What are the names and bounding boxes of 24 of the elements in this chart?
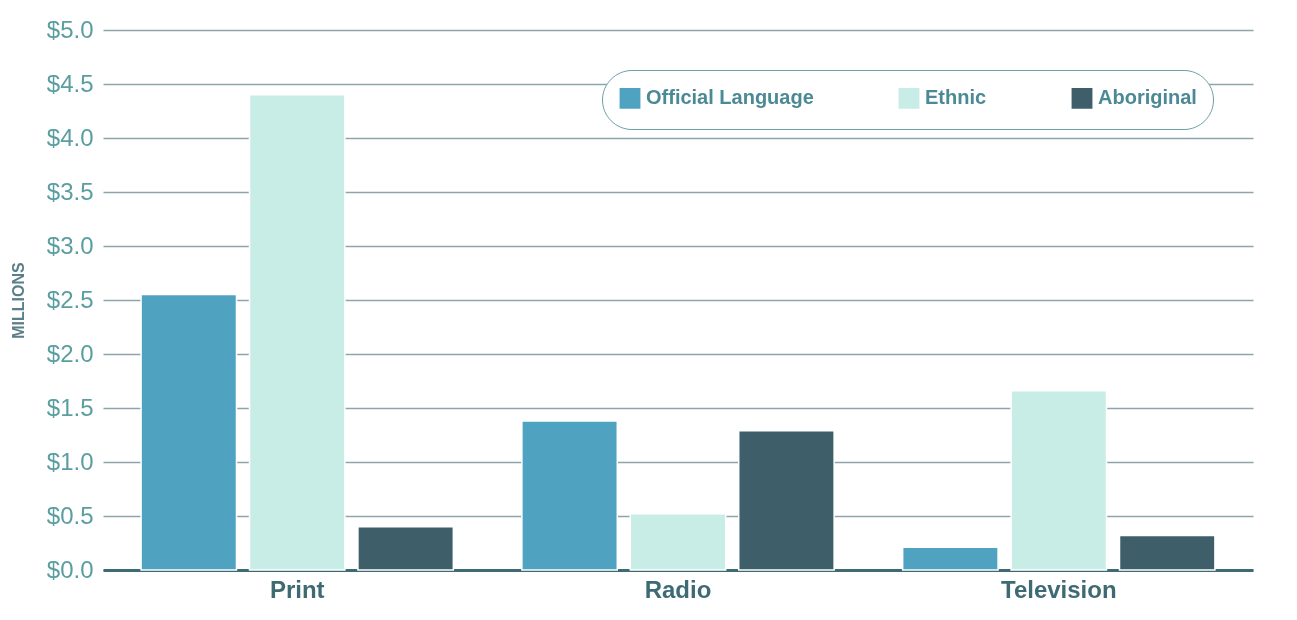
- bar: [248, 94, 346, 571]
- x-tick-label: Television: [1001, 575, 1117, 603]
- bar: [1010, 389, 1108, 571]
- y-tick-label: $2.5: [46, 285, 94, 313]
- y-tick-label: $0.0: [46, 555, 94, 583]
- y-tick-label: $4.0: [46, 123, 94, 151]
- x-tick-label: Print: [269, 575, 325, 603]
- bar: [629, 513, 727, 571]
- y-tick-label: $3.5: [46, 177, 94, 205]
- y-tick-label: $1.0: [46, 447, 94, 475]
- legend-label: Official Language: [646, 86, 814, 109]
- y-tick-label: $0.5: [46, 501, 94, 529]
- y-tick-label: $4.5: [46, 69, 94, 97]
- y-tick-label: $5.0: [46, 15, 94, 43]
- x-tick-label: Radio: [644, 575, 712, 603]
- y-axis-title: MILLIONS: [9, 261, 27, 339]
- y-tick-label: $2.0: [46, 339, 94, 367]
- y-tick-label: $1.5: [46, 393, 94, 421]
- bar: [521, 420, 619, 571]
- y-tick-label: $3.0: [46, 231, 94, 259]
- legend-label: Ethnic: [925, 86, 987, 109]
- bar: [140, 293, 238, 571]
- legend-label: Aboriginal: [1098, 86, 1197, 109]
- bar: [901, 546, 999, 571]
